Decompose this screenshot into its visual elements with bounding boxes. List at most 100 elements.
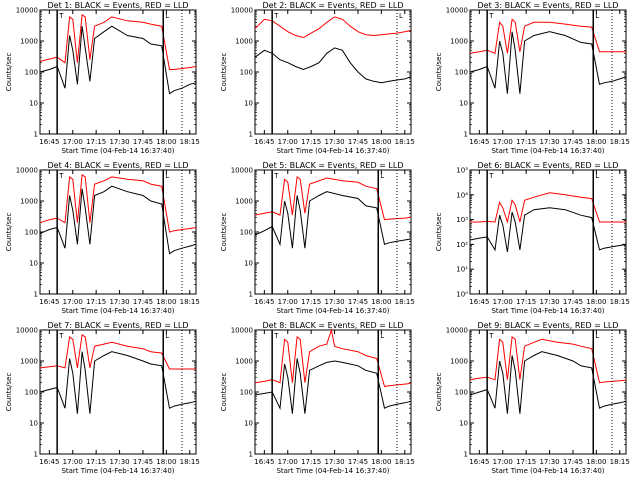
x-tick-label: 17:15 (516, 458, 536, 466)
x-axis-label: Start Time (04-Feb-14 16:37:40) (491, 147, 604, 155)
y-tick-label: 1 (464, 451, 468, 459)
y-tick-label: 10000 (16, 327, 38, 335)
x-axis-label: Start Time (04-Feb-14 16:37:40) (61, 307, 174, 315)
marker-label: L (399, 12, 403, 20)
panel-9: Det 9: BLACK = Events, RED = LLD Counts/s… (435, 321, 630, 475)
x-tick-label: 17:45 (133, 298, 153, 306)
x-tick-label: 17:45 (348, 458, 368, 466)
x-tick-label: 16:45 (254, 138, 274, 146)
panel-title: Det 5: BLACK = Events, RED = LLD (263, 161, 404, 170)
x-tick-label: 18:15 (610, 138, 630, 146)
panel-title: Det 8: BLACK = Events, RED = LLD (263, 321, 404, 330)
y-axis-label: Counts/sec (5, 53, 13, 92)
x-tick-label: 17:00 (493, 138, 513, 146)
x-tick-label: 16:45 (39, 458, 59, 466)
x-tick-label: 17:15 (86, 298, 106, 306)
x-tick-label: 17:15 (516, 138, 536, 146)
x-tick-label: 17:00 (63, 298, 83, 306)
series-line-events (469, 207, 627, 252)
marker-label: T (273, 12, 279, 20)
y-tick-label: 100 (455, 69, 468, 77)
x-tick-label: 17:30 (539, 138, 559, 146)
x-axis-label: Start Time (04-Feb-14 16:37:40) (61, 467, 174, 475)
x-tick-label: 17:00 (63, 458, 83, 466)
y-tick-label: 10000 (16, 7, 38, 15)
x-tick-label: 17:15 (86, 458, 106, 466)
y-tick-label: 1000 (20, 198, 38, 206)
x-tick-label: 17:45 (563, 458, 583, 466)
y-axis-label: Counts/sec (5, 373, 13, 412)
y-tick-label: 10 (459, 420, 468, 428)
y-axis-label: Counts/sec (435, 53, 443, 92)
y-axis-label: Counts/sec (5, 213, 13, 252)
y-tick-label: 100 (240, 69, 253, 77)
marker-label: L (165, 172, 169, 180)
y-tick-label: 1000 (235, 198, 253, 206)
y-tick-label: 100 (240, 229, 253, 237)
marker-label: T (58, 172, 64, 180)
x-tick-label: 17:00 (278, 138, 298, 146)
y-axis-label: Counts/sec (435, 373, 443, 412)
y-tick-label: 10000 (231, 7, 253, 15)
panel-3: Det 3: BLACK = Events, RED = LLD Counts/s… (435, 1, 630, 155)
y-tick-label: 10000 (231, 327, 253, 335)
marker-label: L (380, 172, 384, 180)
plot-frame (254, 329, 412, 455)
x-axis-label: Start Time (04-Feb-14 16:37:40) (491, 467, 604, 475)
y-axis-label: Counts/sec (220, 53, 228, 92)
panel-2: Det 2: BLACK = Events, RED = LLD Counts/s… (220, 1, 415, 155)
marker-label: L (595, 332, 599, 340)
marker-label: L (165, 12, 169, 20)
y-tick-label: 10 (244, 420, 253, 428)
y-tick-label: 10⁵ (456, 167, 468, 175)
y-tick-label: 1000 (20, 358, 38, 366)
y-tick-label: 10¹ (456, 266, 468, 274)
x-axis-label: Start Time (04-Feb-14 16:37:40) (276, 147, 389, 155)
plot-frame (469, 329, 627, 455)
x-tick-label: 18:00 (586, 138, 606, 146)
y-tick-label: 10000 (446, 7, 468, 15)
y-tick-label: 100 (25, 69, 38, 77)
y-tick-label: 100 (240, 389, 253, 397)
x-tick-label: 18:15 (395, 138, 415, 146)
y-tick-label: 1000 (450, 358, 468, 366)
y-tick-label: 1000 (20, 38, 38, 46)
series-line-events (254, 47, 412, 84)
x-tick-label: 18:00 (586, 458, 606, 466)
x-tick-label: 16:45 (39, 138, 59, 146)
x-tick-label: 16:45 (254, 458, 274, 466)
y-axis-label: Counts/sec (220, 373, 228, 412)
x-tick-label: 18:15 (610, 458, 630, 466)
series-line-events (39, 25, 197, 95)
y-tick-label: 1 (34, 291, 38, 299)
y-tick-label: 10000 (446, 327, 468, 335)
x-tick-label: 17:15 (301, 298, 321, 306)
series-line-events (254, 358, 412, 414)
x-tick-label: 17:45 (563, 298, 583, 306)
series-line-events (39, 185, 197, 255)
x-tick-label: 17:00 (493, 458, 513, 466)
panel-title: Det 4: BLACK = Events, RED = LLD (48, 161, 189, 170)
x-tick-label: 18:15 (180, 458, 200, 466)
marker-label: T (58, 332, 64, 340)
y-tick-label: 10 (244, 260, 253, 268)
x-tick-label: 17:00 (278, 298, 298, 306)
x-tick-label: 18:00 (371, 458, 391, 466)
panel-6: Det 6: BLACK = Events, RED = LLD Counts/s… (435, 161, 630, 315)
y-axis-label: Counts/sec (435, 213, 443, 252)
marker-label: L (380, 332, 384, 340)
x-tick-label: 16:45 (39, 298, 59, 306)
x-tick-label: 17:15 (301, 138, 321, 146)
panel-title: Det 7: BLACK = Events, RED = LLD (48, 321, 189, 330)
plot-frame (39, 329, 197, 455)
x-tick-label: 18:00 (156, 138, 176, 146)
x-axis-label: Start Time (04-Feb-14 16:37:40) (276, 307, 389, 315)
panel-4: Det 4: BLACK = Events, RED = LLD Counts/s… (5, 161, 200, 315)
x-tick-label: 18:00 (586, 298, 606, 306)
marker-label: T (488, 172, 494, 180)
y-tick-label: 1 (34, 131, 38, 139)
x-axis-label: Start Time (04-Feb-14 16:37:40) (491, 307, 604, 315)
y-tick-label: 1 (464, 131, 468, 139)
x-tick-label: 17:15 (516, 298, 536, 306)
series-line-lld (39, 13, 197, 70)
